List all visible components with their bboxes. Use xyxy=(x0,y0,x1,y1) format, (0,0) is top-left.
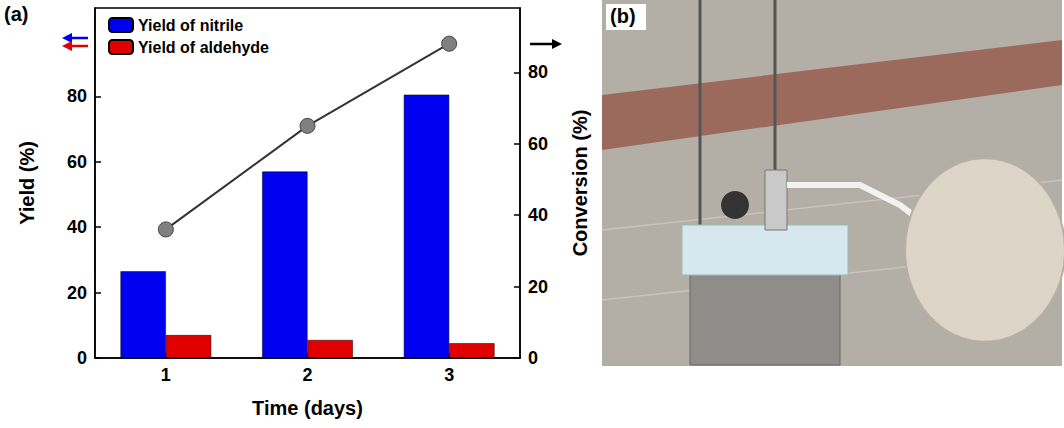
svg-text:1: 1 xyxy=(161,365,171,385)
svg-text:3: 3 xyxy=(444,365,454,385)
svg-text:60: 60 xyxy=(67,152,87,172)
svg-text:20: 20 xyxy=(67,283,87,303)
svg-text:40: 40 xyxy=(67,217,87,237)
svg-text:Yield (%): Yield (%) xyxy=(16,141,38,225)
svg-text:(b): (b) xyxy=(610,5,636,27)
svg-text:0: 0 xyxy=(77,348,87,368)
svg-text:80: 80 xyxy=(528,62,548,82)
svg-text:60: 60 xyxy=(528,134,548,154)
svg-text:(a): (a) xyxy=(4,3,28,25)
svg-text:0: 0 xyxy=(528,348,538,368)
svg-text:2: 2 xyxy=(302,365,312,385)
svg-text:20: 20 xyxy=(528,277,548,297)
svg-text:80: 80 xyxy=(67,86,87,106)
svg-text:Yield of nitrile: Yield of nitrile xyxy=(138,17,243,34)
svg-text:Time (days): Time (days) xyxy=(252,397,363,419)
svg-text:Conversion (%): Conversion (%) xyxy=(569,110,591,257)
svg-text:40: 40 xyxy=(528,205,548,225)
svg-text:Yield of aldehyde: Yield of aldehyde xyxy=(138,39,269,56)
